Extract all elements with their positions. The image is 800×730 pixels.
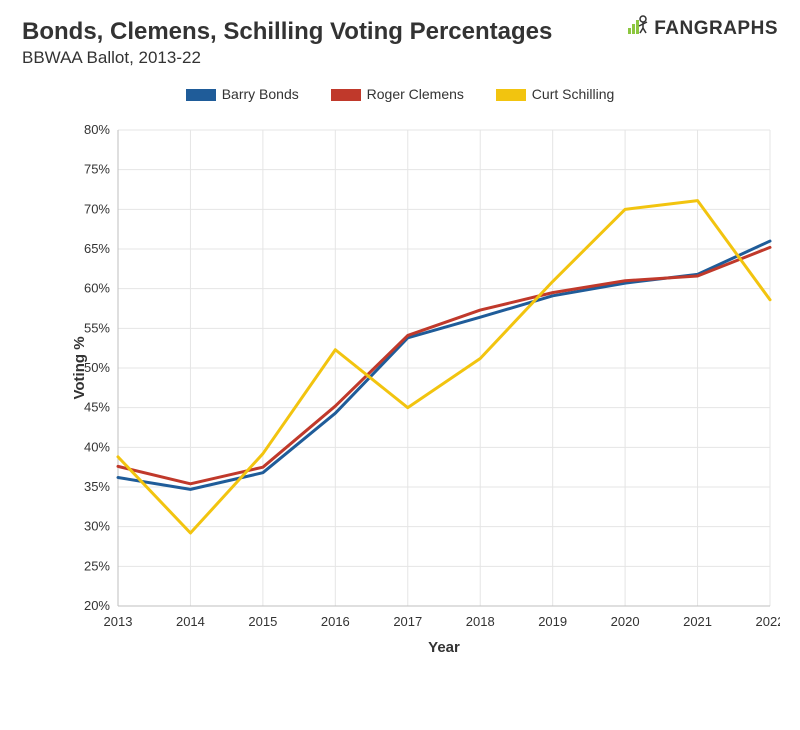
legend-label: Curt Schilling (532, 86, 614, 102)
logo-text: FANGRAPHS (654, 18, 778, 39)
svg-text:20%: 20% (84, 598, 110, 613)
legend-item: Roger Clemens (331, 86, 464, 102)
legend-swatch (496, 89, 526, 101)
svg-text:65%: 65% (84, 241, 110, 256)
legend-label: Roger Clemens (367, 86, 464, 102)
svg-text:Year: Year (428, 639, 460, 656)
svg-text:25%: 25% (84, 558, 110, 573)
svg-text:Voting %: Voting % (71, 336, 88, 399)
svg-text:30%: 30% (84, 519, 110, 534)
fangraphs-logo: FANGRAPHS (628, 14, 778, 40)
chart-subtitle: BBWAA Ballot, 2013-22 (22, 48, 778, 68)
legend-swatch (331, 89, 361, 101)
svg-text:60%: 60% (84, 281, 110, 296)
chart-plot-area: 20%25%30%35%40%45%50%55%60%65%70%75%80%2… (70, 122, 780, 662)
svg-text:2015: 2015 (248, 614, 277, 629)
svg-text:2016: 2016 (321, 614, 350, 629)
chart-legend: Barry Bonds Roger Clemens Curt Schilling (0, 86, 800, 102)
svg-text:70%: 70% (84, 201, 110, 216)
svg-text:35%: 35% (84, 479, 110, 494)
svg-text:75%: 75% (84, 162, 110, 177)
svg-text:40%: 40% (84, 439, 110, 454)
fangraphs-logo-icon (628, 14, 650, 40)
svg-text:2021: 2021 (683, 614, 712, 629)
chart-container: Bonds, Clemens, Schilling Voting Percent… (0, 0, 800, 730)
svg-text:55%: 55% (84, 320, 110, 335)
svg-text:80%: 80% (84, 122, 110, 137)
legend-label: Barry Bonds (222, 86, 299, 102)
svg-text:2018: 2018 (466, 614, 495, 629)
svg-text:2017: 2017 (393, 614, 422, 629)
svg-text:2014: 2014 (176, 614, 205, 629)
legend-item: Barry Bonds (186, 86, 299, 102)
svg-text:2020: 2020 (611, 614, 640, 629)
svg-text:45%: 45% (84, 400, 110, 415)
svg-text:2019: 2019 (538, 614, 567, 629)
legend-item: Curt Schilling (496, 86, 614, 102)
svg-text:2013: 2013 (104, 614, 133, 629)
legend-swatch (186, 89, 216, 101)
svg-text:2022: 2022 (756, 614, 780, 629)
